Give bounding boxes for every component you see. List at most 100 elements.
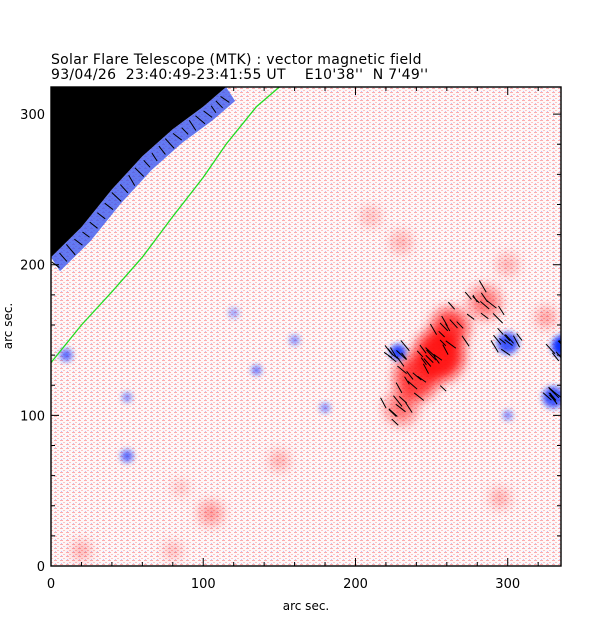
field-vector bbox=[498, 305, 505, 316]
field-vector bbox=[203, 110, 213, 118]
y-tick-label: 200 bbox=[20, 259, 45, 274]
field-vector bbox=[59, 252, 68, 262]
field-vector bbox=[447, 301, 456, 310]
field-vector bbox=[442, 344, 449, 355]
y-tick-label: 0 bbox=[37, 560, 45, 575]
field-vector bbox=[504, 339, 513, 346]
field-vector bbox=[562, 393, 568, 400]
field-vector bbox=[429, 323, 438, 335]
field-vector bbox=[407, 380, 418, 390]
x-axis-label: arc sec. bbox=[283, 599, 329, 613]
field-vector bbox=[425, 347, 436, 358]
chart-title: Solar Flare Telescope (MTK) : vector mag… bbox=[51, 52, 422, 68]
field-vector bbox=[497, 327, 504, 335]
field-vector bbox=[480, 312, 489, 320]
field-vector bbox=[404, 376, 410, 385]
field-vector bbox=[188, 120, 197, 131]
y-axis-label: arc sec. bbox=[1, 303, 15, 349]
positive-field-region bbox=[469, 286, 501, 319]
field-vector bbox=[512, 335, 521, 348]
field-vector bbox=[181, 127, 189, 135]
positive-field-region bbox=[498, 255, 517, 275]
field-vector bbox=[406, 371, 414, 380]
field-vector bbox=[426, 349, 437, 361]
field-vector bbox=[449, 319, 458, 329]
negative-field-region bbox=[497, 332, 519, 354]
field-vector bbox=[456, 321, 464, 329]
field-vector bbox=[562, 340, 569, 351]
field-vector bbox=[396, 349, 407, 361]
field-vector bbox=[195, 115, 206, 125]
y-tick-label: 100 bbox=[20, 409, 45, 424]
field-vector bbox=[505, 334, 514, 344]
field-vector bbox=[433, 353, 443, 361]
field-vector bbox=[395, 382, 403, 394]
negative-field-region bbox=[290, 335, 300, 345]
negative-field-region bbox=[121, 449, 134, 463]
field-vector bbox=[419, 344, 427, 354]
field-vector bbox=[111, 192, 122, 202]
field-vector bbox=[553, 391, 561, 398]
field-vector bbox=[423, 358, 432, 367]
field-vector bbox=[417, 375, 427, 383]
x-tick-label: 200 bbox=[343, 577, 368, 592]
x-tick-label: 300 bbox=[495, 577, 520, 592]
field-vector bbox=[425, 354, 434, 363]
field-vector bbox=[500, 348, 511, 356]
field-vector bbox=[464, 291, 472, 300]
field-vector bbox=[96, 212, 106, 220]
field-vector bbox=[548, 392, 556, 401]
field-vector bbox=[433, 355, 440, 364]
field-vector bbox=[466, 313, 475, 320]
field-vector bbox=[478, 280, 487, 293]
plot-frame bbox=[50, 86, 562, 567]
field-vector bbox=[552, 352, 560, 362]
field-vector bbox=[210, 105, 217, 113]
y-tick-label: 300 bbox=[20, 108, 45, 123]
field-vector bbox=[412, 372, 422, 381]
positive-field-region bbox=[174, 481, 187, 495]
positive-field-region bbox=[536, 307, 555, 328]
field-vector bbox=[82, 231, 90, 238]
negative-field-region bbox=[122, 392, 132, 402]
field-vector bbox=[220, 95, 230, 103]
field-vector bbox=[172, 132, 183, 141]
field-vector bbox=[413, 392, 425, 401]
field-vector bbox=[65, 244, 76, 256]
field-vector bbox=[499, 338, 506, 344]
positive-field-region bbox=[200, 502, 222, 525]
positive-field-region bbox=[363, 208, 379, 225]
positive-field-region bbox=[165, 542, 181, 559]
field-vector bbox=[558, 340, 561, 345]
field-vector bbox=[89, 221, 98, 229]
field-vector bbox=[380, 397, 387, 409]
field-vector bbox=[493, 334, 502, 345]
field-vector bbox=[472, 295, 480, 304]
chart-subtitle: 93/04/26 23:40:49-23:41:55 UT E10'38'' N… bbox=[51, 67, 429, 83]
field-vector bbox=[119, 184, 129, 194]
field-vector bbox=[215, 100, 223, 109]
neutral-line-contour bbox=[51, 87, 280, 364]
positive-field-region bbox=[395, 355, 438, 401]
negative-field-region bbox=[229, 308, 239, 318]
field-vector bbox=[438, 330, 445, 338]
field-vector bbox=[549, 394, 556, 402]
field-vector bbox=[439, 339, 447, 347]
negative-field-region bbox=[320, 403, 330, 413]
positive-field-region bbox=[72, 541, 91, 561]
field-vector bbox=[504, 334, 511, 342]
field-vector bbox=[134, 167, 145, 177]
field-vector bbox=[479, 300, 490, 310]
field-vector bbox=[422, 363, 430, 374]
field-vector bbox=[486, 300, 497, 309]
field-vector bbox=[74, 238, 83, 246]
field-vector bbox=[548, 387, 560, 399]
negative-field-region bbox=[503, 410, 513, 420]
field-vector bbox=[461, 335, 470, 347]
field-vector bbox=[395, 403, 406, 413]
field-vector bbox=[416, 350, 424, 358]
off-disk-region bbox=[51, 87, 227, 258]
field-vector bbox=[158, 145, 166, 155]
field-vector bbox=[401, 352, 408, 360]
